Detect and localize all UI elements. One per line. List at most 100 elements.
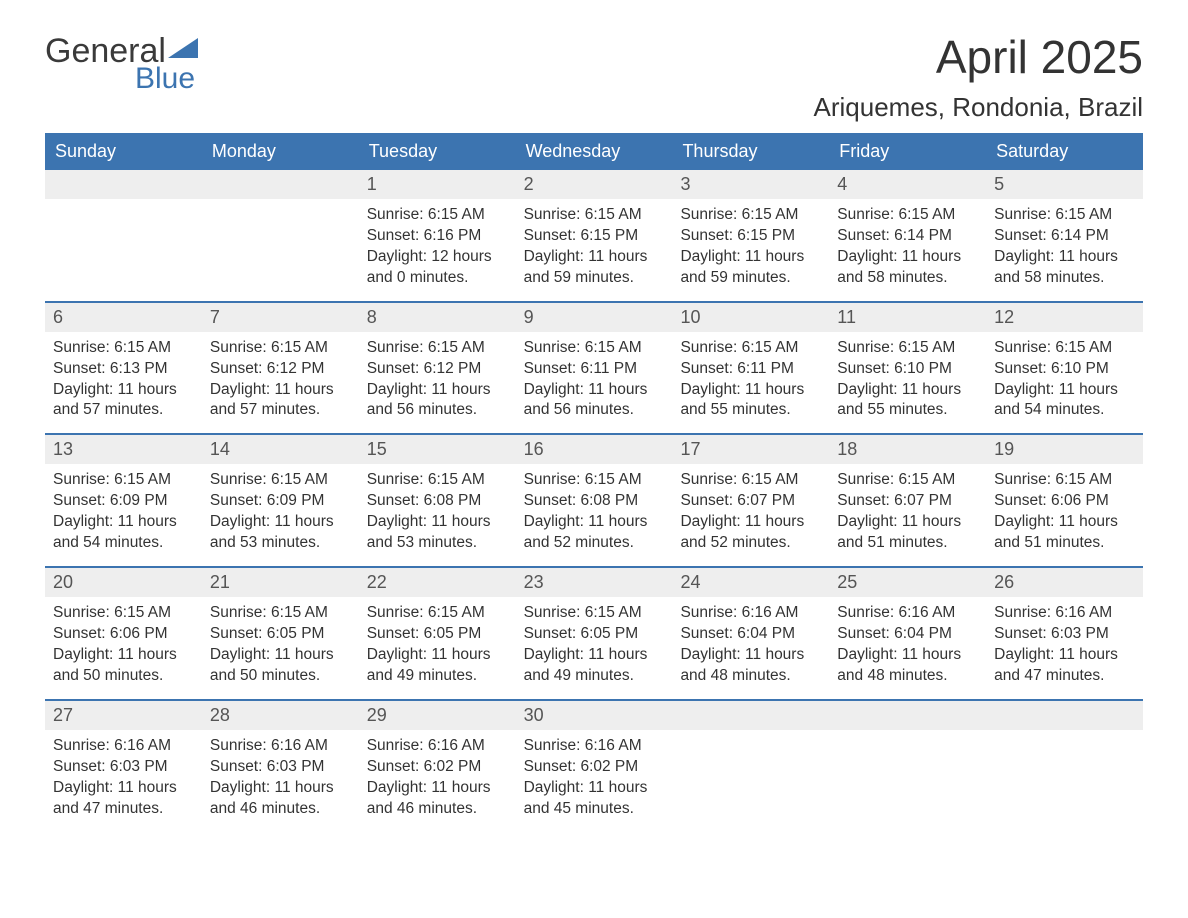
day-info-line: Sunset: 6:02 PM	[367, 757, 508, 778]
day-info-line: and 55 minutes.	[837, 400, 978, 421]
day-cell: 27Sunrise: 6:16 AMSunset: 6:03 PMDayligh…	[45, 699, 202, 832]
daynum-bar: 27	[45, 701, 202, 730]
day-cell: 30 Sunrise: 6:16 AMSunset: 6:02 PMDayligh…	[516, 699, 673, 832]
daynum-bar: 9	[516, 303, 673, 332]
day-info-line: Daylight: 11 hours	[210, 778, 351, 799]
day-info-line: and 51 minutes.	[994, 533, 1135, 554]
day-info-line: and 58 minutes.	[837, 268, 978, 289]
day-info-line: Sunset: 6:15 PM	[524, 226, 665, 247]
day-info: Sunrise: 6:15 AMSunset: 6:10 PMDaylight:…	[994, 338, 1135, 422]
daynum-bar: 14	[202, 435, 359, 464]
day-info-line: Sunrise: 6:15 AM	[53, 338, 194, 359]
daynum-bar: 13	[45, 435, 202, 464]
flag-icon	[168, 30, 198, 64]
day-info-line: and 50 minutes.	[53, 666, 194, 687]
week-row: 1Sunrise: 6:15 AMSunset: 6:16 PMDaylight…	[45, 170, 1143, 301]
daynum-bar: 28	[202, 701, 359, 730]
day-info-line: Daylight: 11 hours	[994, 380, 1135, 401]
day-number: 21	[210, 572, 230, 592]
day-info-line: Sunset: 6:16 PM	[367, 226, 508, 247]
day-cell: 11Sunrise: 6:15 AMSunset: 6:10 PMDayligh…	[829, 301, 986, 434]
day-cell	[672, 699, 829, 832]
day-info-line: Sunrise: 6:15 AM	[367, 603, 508, 624]
week-row: 6Sunrise: 6:15 AMSunset: 6:13 PMDaylight…	[45, 301, 1143, 434]
day-info-line: Daylight: 11 hours	[680, 512, 821, 533]
day-cell: 24Sunrise: 6:16 AMSunset: 6:04 PMDayligh…	[672, 566, 829, 699]
day-info: Sunrise: 6:15 AMSunset: 6:15 PMDaylight:…	[524, 205, 665, 289]
day-info: Sunrise: 6:15 AMSunset: 6:09 PMDaylight:…	[53, 470, 194, 554]
logo: General Blue	[45, 30, 198, 94]
day-info-line: Daylight: 11 hours	[524, 380, 665, 401]
day-header: Sunday	[45, 133, 202, 170]
page-subtitle: Ariquemes, Rondonia, Brazil	[814, 92, 1144, 123]
daynum-bar: 26	[986, 568, 1143, 597]
day-info-line: and 52 minutes.	[680, 533, 821, 554]
day-info-line: Sunset: 6:06 PM	[53, 624, 194, 645]
day-info: Sunrise: 6:16 AMSunset: 6:02 PMDaylight:…	[524, 736, 665, 820]
day-info-line: Sunrise: 6:15 AM	[367, 205, 508, 226]
daynum-bar	[672, 701, 829, 730]
day-info-line: Sunset: 6:02 PM	[524, 757, 665, 778]
daynum-bar: 24	[672, 568, 829, 597]
day-info-line: Sunset: 6:12 PM	[367, 359, 508, 380]
day-info-line: Sunset: 6:14 PM	[994, 226, 1135, 247]
day-number: 28	[210, 705, 230, 725]
day-info-line: Daylight: 11 hours	[680, 380, 821, 401]
day-number: 4	[837, 174, 847, 194]
day-cell: 13 Sunrise: 6:15 AMSunset: 6:09 PMDayligh…	[45, 433, 202, 566]
day-info-line: Sunrise: 6:15 AM	[524, 205, 665, 226]
day-info-line: Daylight: 11 hours	[524, 778, 665, 799]
day-number: 14	[210, 439, 230, 459]
daynum-bar: 18	[829, 435, 986, 464]
day-info-line: Sunset: 6:03 PM	[53, 757, 194, 778]
day-cell: 14Sunrise: 6:15 AMSunset: 6:09 PMDayligh…	[202, 433, 359, 566]
day-number: 6	[53, 307, 63, 327]
day-cell	[986, 699, 1143, 832]
day-info: Sunrise: 6:16 AMSunset: 6:03 PMDaylight:…	[210, 736, 351, 820]
day-number: 30	[524, 705, 544, 725]
day-info-line: and 59 minutes.	[680, 268, 821, 289]
day-info-line: Sunset: 6:13 PM	[53, 359, 194, 380]
day-info: Sunrise: 6:15 AMSunset: 6:08 PMDaylight:…	[524, 470, 665, 554]
day-info: Sunrise: 6:15 AMSunset: 6:05 PMDaylight:…	[210, 603, 351, 687]
day-info: Sunrise: 6:16 AMSunset: 6:03 PMDaylight:…	[994, 603, 1135, 687]
daynum-bar: 11	[829, 303, 986, 332]
daynum-bar: 7	[202, 303, 359, 332]
day-info: Sunrise: 6:15 AMSunset: 6:14 PMDaylight:…	[994, 205, 1135, 289]
day-info-line: Daylight: 12 hours	[367, 247, 508, 268]
day-number: 2	[524, 174, 534, 194]
day-info-line: Sunrise: 6:15 AM	[53, 603, 194, 624]
day-cell: 23Sunrise: 6:15 AMSunset: 6:05 PMDayligh…	[516, 566, 673, 699]
day-info-line: Daylight: 11 hours	[210, 645, 351, 666]
day-cell: 1Sunrise: 6:15 AMSunset: 6:16 PMDaylight…	[359, 170, 516, 301]
day-info-line: and 57 minutes.	[53, 400, 194, 421]
day-info: Sunrise: 6:15 AMSunset: 6:13 PMDaylight:…	[53, 338, 194, 422]
day-info-line: Daylight: 11 hours	[367, 380, 508, 401]
day-info-line: Sunset: 6:08 PM	[367, 491, 508, 512]
day-info-line: and 54 minutes.	[994, 400, 1135, 421]
day-info-line: and 53 minutes.	[367, 533, 508, 554]
day-info-line: Daylight: 11 hours	[837, 645, 978, 666]
day-info-line: Sunset: 6:10 PM	[837, 359, 978, 380]
daynum-bar: 29	[359, 701, 516, 730]
day-info: Sunrise: 6:15 AMSunset: 6:12 PMDaylight:…	[367, 338, 508, 422]
day-info-line: Sunset: 6:14 PM	[837, 226, 978, 247]
day-cell: 25Sunrise: 6:16 AMSunset: 6:04 PMDayligh…	[829, 566, 986, 699]
day-number	[680, 705, 685, 725]
day-cell: 28 Sunrise: 6:16 AMSunset: 6:03 PMDayligh…	[202, 699, 359, 832]
day-info-line: Daylight: 11 hours	[994, 645, 1135, 666]
day-info-line: Sunrise: 6:16 AM	[524, 736, 665, 757]
day-cell: 21 Sunrise: 6:15 AMSunset: 6:05 PMDayligh…	[202, 566, 359, 699]
day-info: Sunrise: 6:16 AMSunset: 6:04 PMDaylight:…	[837, 603, 978, 687]
day-cell: 6 Sunrise: 6:15 AMSunset: 6:13 PMDaylight…	[45, 301, 202, 434]
day-cell	[202, 170, 359, 301]
day-cell: 29 Sunrise: 6:16 AMSunset: 6:02 PMDayligh…	[359, 699, 516, 832]
day-info: Sunrise: 6:16 AMSunset: 6:02 PMDaylight:…	[367, 736, 508, 820]
daynum-bar: 2	[516, 170, 673, 199]
day-header: Wednesday	[516, 133, 673, 170]
day-info-line: Daylight: 11 hours	[994, 247, 1135, 268]
day-number	[994, 705, 999, 725]
day-info: Sunrise: 6:15 AMSunset: 6:15 PMDaylight:…	[680, 205, 821, 289]
day-info-line: Daylight: 11 hours	[837, 380, 978, 401]
daynum-bar: 17	[672, 435, 829, 464]
